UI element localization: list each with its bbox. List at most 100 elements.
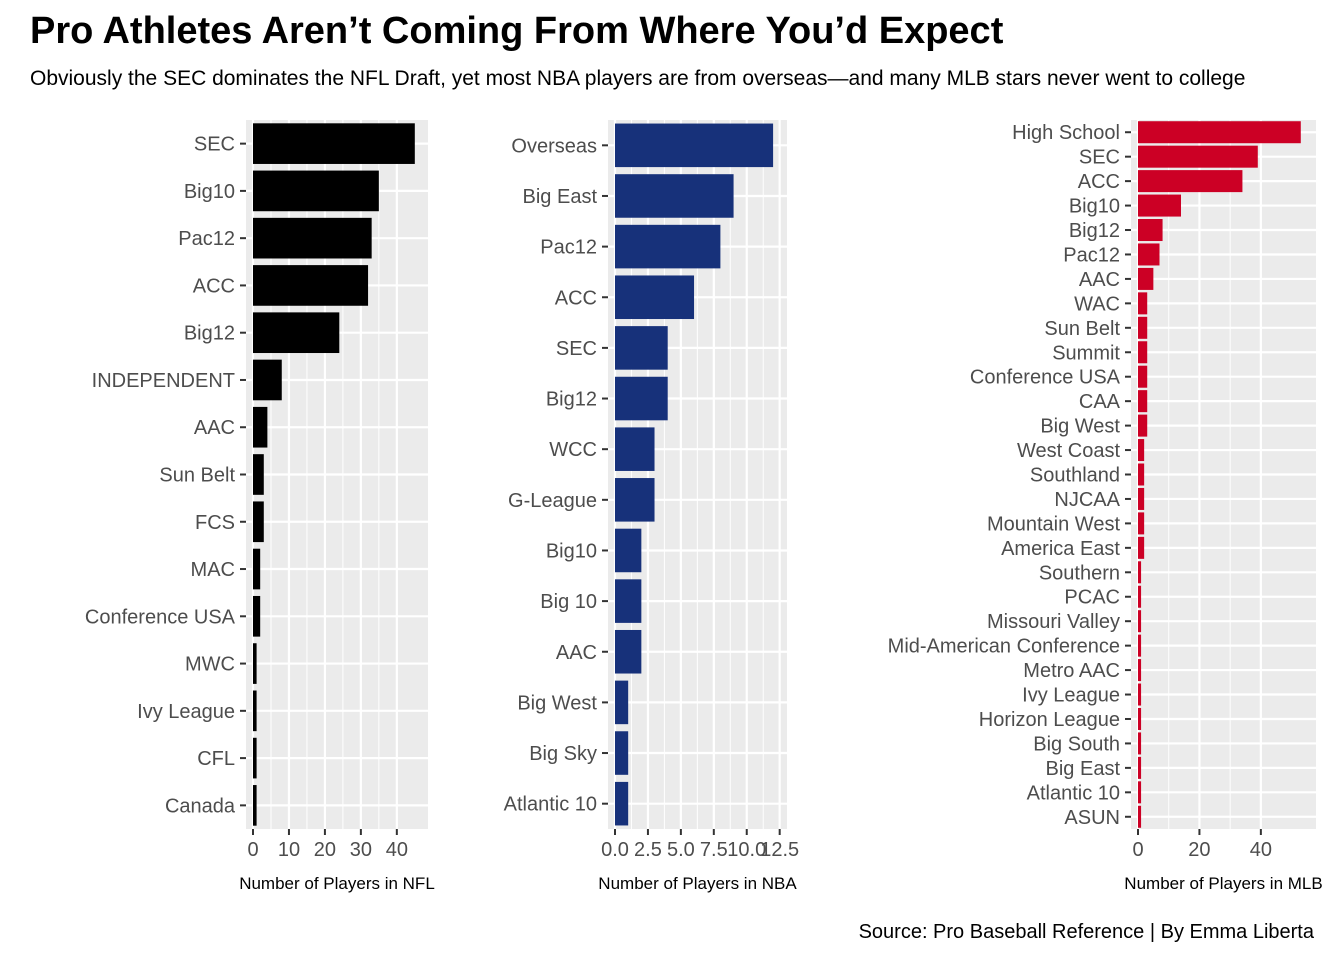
nba-category-label: Big 10: [540, 591, 597, 613]
mlb-category-label: America East: [1001, 538, 1120, 560]
mlb-category-label: Summit: [1052, 342, 1120, 364]
nba-category-label: G-League: [508, 490, 597, 512]
mlb-bar-mountain-west: [1138, 512, 1145, 535]
nba-x-tick-label: 12.5: [760, 839, 799, 861]
nba-bar-big10: [615, 528, 642, 573]
nfl-category-label: Big12: [184, 323, 235, 345]
mlb-x-tick-label: 0: [1132, 839, 1143, 861]
nba-bar-big12: [615, 376, 668, 421]
nba-category-label: Pac12: [540, 237, 597, 259]
nfl-x-tick-label: 30: [350, 839, 372, 861]
mlb-category-label: Big South: [1033, 733, 1120, 755]
mlb-category-label: Big10: [1069, 196, 1120, 218]
nba-bar-sec: [615, 326, 668, 370]
nfl-bar-mwc: [253, 643, 257, 684]
nfl-category-label: Ivy League: [137, 701, 235, 723]
nfl-bar-fcs: [253, 501, 264, 543]
nfl-x-tick-label: 10: [278, 839, 300, 861]
mlb-bar-west-coast: [1138, 439, 1145, 462]
mlb-category-label: CAA: [1079, 391, 1121, 413]
mlb-bar-america-east: [1138, 536, 1145, 559]
mlb-category-label: Southland: [1030, 465, 1120, 487]
mlb-bar-pcac: [1138, 585, 1142, 608]
nba-x-axis-title: Number of Players in NBA: [598, 874, 797, 893]
mlb-category-label: NJCAA: [1054, 489, 1120, 511]
chart-subtitle: Obviously the SEC dominates the NFL Draf…: [30, 67, 1246, 90]
mlb-bar-horizon-league: [1138, 707, 1142, 730]
nba-bar-atlantic-10: [615, 781, 629, 826]
nba-bar-big-west: [615, 680, 629, 725]
mlb-bar-high-school: [1138, 121, 1301, 144]
mlb-category-label: Sun Belt: [1044, 318, 1120, 340]
nba-x-tick-label: 0.0: [601, 839, 629, 861]
mlb-bar-sec: [1138, 145, 1258, 168]
nba-category-label: Big12: [546, 389, 597, 411]
mlb-category-label: Conference USA: [970, 367, 1121, 389]
mlb-bar-summit: [1138, 341, 1148, 364]
nfl-category-label: ACC: [193, 275, 235, 297]
mlb-bar-ivy-league: [1138, 683, 1142, 706]
nfl-x-axis-title: Number of Players in NFL: [239, 874, 435, 893]
mlb-bar-wac: [1138, 292, 1148, 315]
nfl-x-tick-label: 20: [314, 839, 336, 861]
nba-category-label: WCC: [549, 439, 597, 461]
mlb-bar-big-west: [1138, 414, 1148, 437]
nfl-bar-acc: [253, 265, 369, 306]
mlb-bar-atlantic-10: [1138, 781, 1142, 804]
mlb-bar-big10: [1138, 194, 1181, 217]
nba-category-label: ACC: [555, 287, 597, 309]
nfl-bar-pac12: [253, 217, 372, 259]
nfl-x-tick-label: 0: [247, 839, 258, 861]
nba-category-label: Overseas: [511, 135, 597, 157]
nba-bar-big-sky: [615, 731, 629, 775]
mlb-x-tick-label: 20: [1188, 839, 1210, 861]
nba-category-label: Big East: [523, 186, 598, 208]
mlb-category-label: Horizon League: [979, 709, 1120, 731]
nba-bar-pac12: [615, 224, 721, 269]
nba-bar-overseas: [615, 123, 774, 168]
mlb-bar-missouri-valley: [1138, 610, 1142, 633]
mlb-category-label: Missouri Valley: [987, 611, 1120, 633]
mlb-category-label: SEC: [1079, 147, 1120, 169]
nba-x-tick-label: 7.5: [700, 839, 728, 861]
nfl-bar-sec: [253, 123, 415, 164]
mlb-bar-conference-usa: [1138, 365, 1148, 388]
nfl-category-label: Conference USA: [85, 606, 236, 628]
nfl-category-label: Sun Belt: [159, 465, 235, 487]
mlb-category-label: Big West: [1040, 416, 1120, 438]
nfl-bar-conference-usa: [253, 595, 261, 637]
nfl-category-label: SEC: [194, 134, 235, 156]
mlb-bar-pac12: [1138, 243, 1160, 266]
nfl-category-label: Big10: [184, 181, 235, 203]
nba-category-label: Big Sky: [529, 743, 597, 765]
mlb-x-axis-title: Number of Players in MLB: [1124, 874, 1322, 893]
mlb-category-label: Big12: [1069, 220, 1120, 242]
mlb-category-label: High School: [1012, 122, 1120, 144]
mlb-category-label: Southern: [1039, 562, 1120, 584]
mlb-bar-southland: [1138, 463, 1145, 486]
mlb-bar-aac: [1138, 267, 1154, 290]
nfl-category-label: INDEPENDENT: [92, 370, 235, 392]
nba-x-tick-label: 2.5: [634, 839, 662, 861]
mlb-bar-asun: [1138, 805, 1142, 828]
mlb-category-label: PCAC: [1064, 587, 1120, 609]
mlb-bar-njcaa: [1138, 487, 1145, 510]
nfl-bar-cfl: [253, 737, 257, 779]
mlb-bar-southern: [1138, 561, 1142, 584]
mlb-category-label: Ivy League: [1022, 685, 1120, 707]
nba-x-tick-label: 10.0: [727, 839, 766, 861]
nba-bar-g-league: [615, 478, 655, 522]
nfl-category-label: MWC: [185, 654, 235, 676]
mlb-category-label: Mid-American Conference: [888, 636, 1120, 658]
mlb-category-label: ACC: [1078, 171, 1120, 193]
mlb-bar-big12: [1138, 219, 1163, 242]
nfl-bar-sun-belt: [253, 454, 264, 495]
nba-bar-aac: [615, 629, 642, 674]
nfl-category-label: Canada: [165, 795, 236, 817]
nfl-category-label: Pac12: [178, 228, 235, 250]
mlb-bar-acc: [1138, 170, 1243, 193]
mlb-bar-big-south: [1138, 732, 1142, 755]
mlb-category-label: West Coast: [1017, 440, 1120, 462]
nfl-category-label: CFL: [197, 748, 235, 770]
